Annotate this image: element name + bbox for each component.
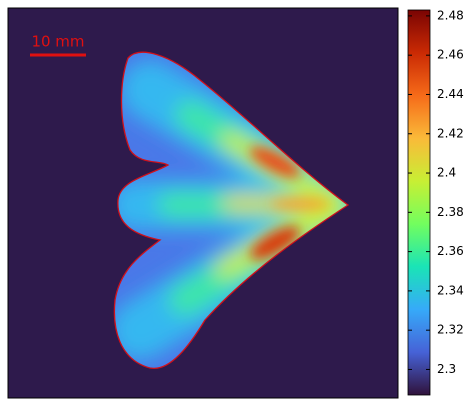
colorbar-tick-label: 2.36 [437, 244, 464, 258]
colorbar-tick-label: 2.48 [437, 8, 464, 22]
colorbar-tick-label: 2.32 [437, 323, 464, 337]
image-frame [7, 7, 399, 399]
colorbar-tick-label: 2.46 [437, 48, 464, 62]
scale-bar-label: 10 mm [31, 33, 84, 51]
colorbar-tick-label: 2.38 [437, 205, 464, 219]
colorbar-tick-label: 2.42 [437, 126, 464, 140]
colorbar-tick-label: 2.34 [437, 283, 464, 297]
colorbar-tick-label: 2.3 [437, 362, 456, 376]
colorbar-tick-label: 2.4 [437, 166, 456, 180]
colorbar-tick-label: 2.44 [437, 87, 464, 101]
colorbar [407, 9, 431, 396]
